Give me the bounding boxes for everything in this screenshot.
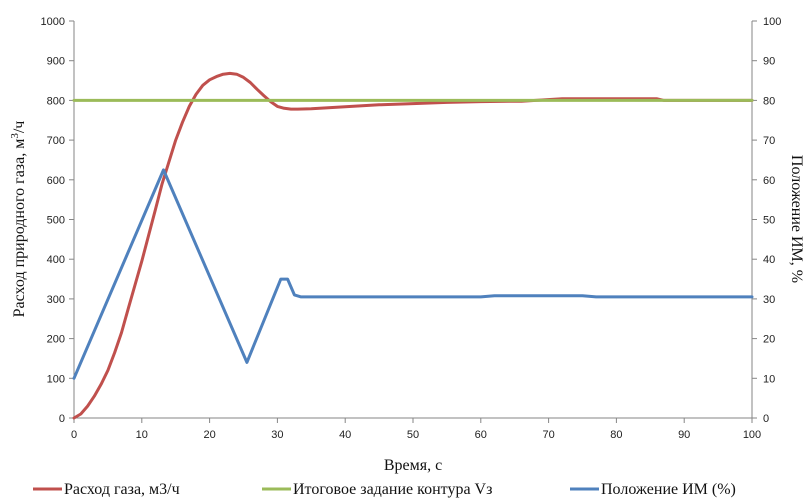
y2-tick-label: 50 <box>763 215 775 227</box>
x-tick-label: 90 <box>678 429 690 441</box>
y2-tick-label: 80 <box>763 95 775 107</box>
x-tick-label: 50 <box>407 429 419 441</box>
x-axis-title: Время, с <box>384 457 442 474</box>
x-tick-label: 0 <box>71 429 77 441</box>
x-tick-label: 60 <box>475 429 487 441</box>
y-tick-label: 800 <box>47 95 65 107</box>
y-tick-label: 700 <box>47 135 65 147</box>
legend-label-setpoint: Итоговое задание контура Vз <box>293 481 492 498</box>
x-tick-label: 40 <box>339 429 351 441</box>
y-tick-label: 400 <box>47 254 65 266</box>
legend: Расход газа, м3/ч Итоговое задание конту… <box>33 481 736 498</box>
x-tick-label: 20 <box>203 429 215 441</box>
y2-tick-label: 10 <box>763 373 775 385</box>
y2-tick-label: 70 <box>763 135 775 147</box>
x-tick-label: 70 <box>542 429 554 441</box>
series-line-actuator <box>72 168 754 380</box>
x-tick-label: 80 <box>610 429 622 441</box>
legend-label-gas-flow: Расход газа, м3/ч <box>64 481 180 498</box>
y-tick-label: 100 <box>47 373 65 385</box>
y2-tick-label: 20 <box>763 334 775 346</box>
x-tick-label: 100 <box>743 429 761 441</box>
y-tick-label: 0 <box>59 413 65 425</box>
y2-tick-label: 60 <box>763 175 775 187</box>
y2-tick-label: 0 <box>763 413 769 425</box>
legend-label-actuator: Положение ИМ (%) <box>601 481 736 498</box>
y-tick-label: 900 <box>47 56 65 68</box>
y2-tick-label: 100 <box>763 16 781 28</box>
x-tick-label: 10 <box>136 429 148 441</box>
y-tick-label: 300 <box>47 294 65 306</box>
series-line-gas-flow <box>72 71 754 420</box>
y2-tick-label: 30 <box>763 294 775 306</box>
y-tick-label: 500 <box>47 215 65 227</box>
y-tick-label: 600 <box>47 175 65 187</box>
y2-axis-title: Положение ИМ, % <box>788 155 805 283</box>
y-tick-label: 1000 <box>41 16 65 28</box>
y-tick-label: 200 <box>47 334 65 346</box>
x-tick-label: 30 <box>271 429 283 441</box>
y2-tick-label: 40 <box>763 254 775 266</box>
y-axis-title: Расход природного газа, м3/ч <box>9 121 28 318</box>
y2-tick-label: 90 <box>763 56 775 68</box>
